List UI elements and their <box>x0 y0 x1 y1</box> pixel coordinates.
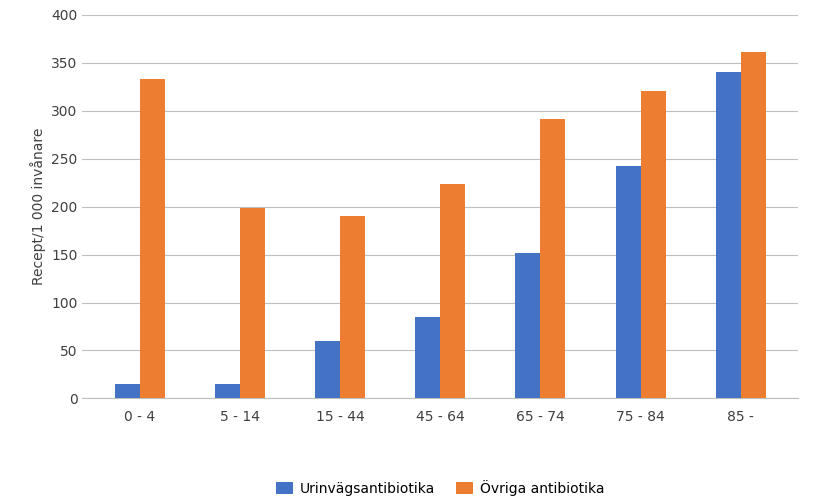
Bar <box>741 52 765 398</box>
Bar <box>240 208 265 398</box>
Bar <box>315 341 340 398</box>
Bar <box>140 79 165 398</box>
Bar <box>541 120 565 398</box>
Bar <box>640 91 666 398</box>
Bar <box>716 72 741 398</box>
Y-axis label: Recept/1 000 invånare: Recept/1 000 invånare <box>30 128 45 285</box>
Bar <box>515 252 541 398</box>
Legend: Urinvägsantibiotika, Övriga antibiotika: Urinvägsantibiotika, Övriga antibiotika <box>271 475 610 498</box>
Bar <box>440 184 465 398</box>
Bar <box>340 216 365 398</box>
Bar <box>215 384 240 398</box>
Bar <box>416 317 440 398</box>
Bar <box>616 166 640 398</box>
Bar <box>115 384 140 398</box>
